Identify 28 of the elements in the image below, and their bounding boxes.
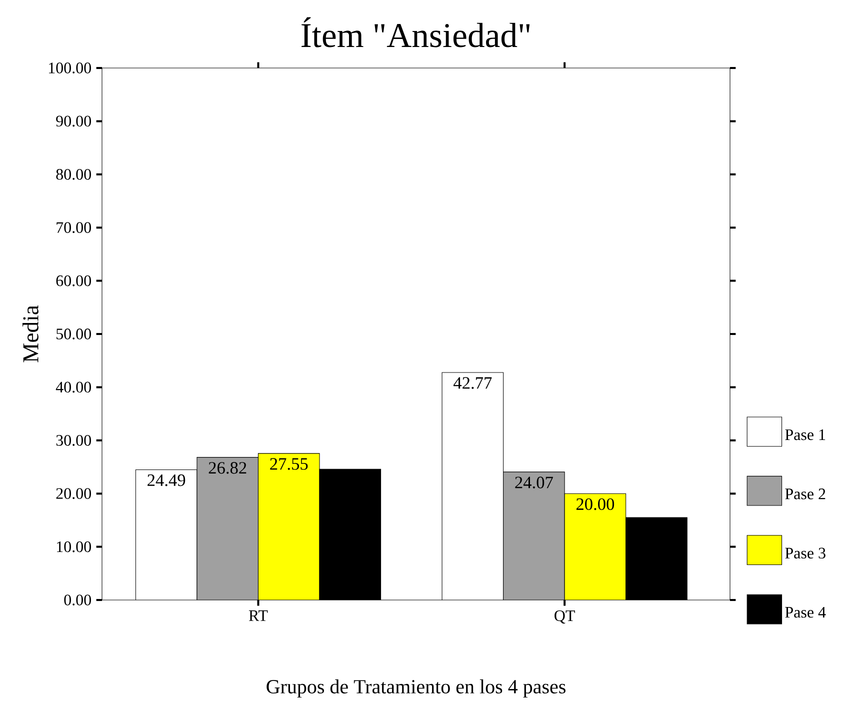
y-tick-label: 80.00 <box>56 168 91 180</box>
y-tick-label: 30.00 <box>56 434 91 446</box>
y-tick-label: 50.00 <box>56 328 91 340</box>
y-tick-label: 100.00 <box>49 62 91 74</box>
data-label: 26.82 <box>208 462 246 474</box>
legend-label: Pase 2 <box>785 488 826 500</box>
bar <box>196 457 259 600</box>
legend-label: Pase 3 <box>785 548 826 559</box>
data-label: 42.77 <box>454 377 492 389</box>
y-tick-label: 10.00 <box>57 541 91 552</box>
data-label: 24.07 <box>515 476 553 488</box>
legend-label: Pase 1 <box>785 429 826 440</box>
y-tick-label: 20.00 <box>56 488 91 500</box>
data-label: 24.49 <box>148 474 186 486</box>
y-tick-label: 90.00 <box>56 116 91 127</box>
y-tick-label: 70.00 <box>56 222 91 234</box>
y-tick-label: 60.00 <box>56 275 91 286</box>
legend-label: Pase 4 <box>785 606 826 618</box>
x-axis-title: Grupos de Tratamiento en los 4 pases <box>266 679 566 698</box>
data-label: 27.55 <box>270 458 308 470</box>
x-tick-label: RT <box>248 610 268 621</box>
y-axis-title: Media <box>22 305 38 362</box>
chart-title: Ítem "Ansiedad" <box>302 17 530 48</box>
bar <box>503 472 565 600</box>
y-tick-label: 0.00 <box>64 594 91 606</box>
y-tick-label: 40.00 <box>56 382 91 393</box>
x-tick-label: QT <box>554 610 575 624</box>
data-label: 20.00 <box>576 498 614 510</box>
